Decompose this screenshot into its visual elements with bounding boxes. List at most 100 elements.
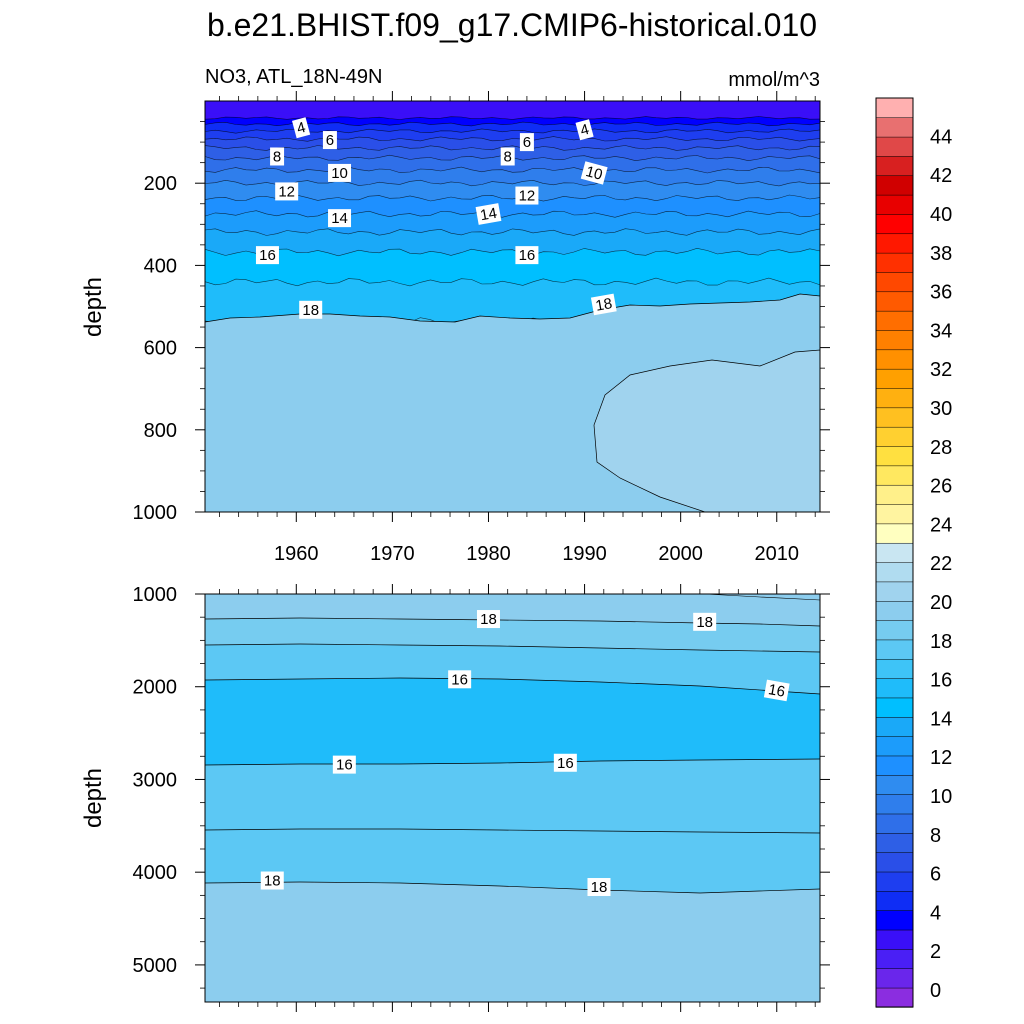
colorbar-swatch — [875, 735, 914, 757]
upper-panel: 1960 1970 1980 1990 2000 2010 200 400 600 800 1000… — [133, 91, 830, 565]
contour-label: 4 — [292, 117, 311, 139]
contour-label: 16 — [255, 246, 279, 265]
upper-contour-line — [204, 247, 821, 257]
colorbar-label: 2 — [930, 941, 941, 963]
contour-label: 14 — [475, 203, 502, 225]
contour-label-box — [475, 203, 502, 225]
colorbar-swatch — [875, 523, 914, 544]
colorbar-label: 0 — [930, 980, 941, 1002]
colorbar-swatch — [875, 968, 914, 989]
contour-label-text: 18 — [302, 302, 319, 319]
contour-label-box — [328, 209, 352, 228]
upper-contour-line — [204, 121, 821, 127]
colorbar-label: 30 — [930, 398, 952, 420]
contour-label-box — [476, 610, 500, 629]
lower-contour-line — [204, 677, 821, 695]
lower-contour-line — [204, 828, 821, 834]
contour-label: 12 — [515, 186, 539, 205]
units-label: mmol/m^3 — [728, 69, 820, 91]
upper-contour-line — [204, 116, 821, 120]
upper-contour-line — [204, 166, 821, 174]
colorbar-label: 42 — [930, 165, 952, 187]
colorbar-label: 34 — [930, 320, 952, 342]
x-tick-label: 1960 — [274, 543, 319, 565]
contour-label: 18 — [590, 293, 617, 316]
lower-fill-18b — [205, 882, 820, 1002]
contour-label-text: 6 — [326, 132, 334, 149]
contour-label-box — [255, 246, 279, 265]
contour-label: 18 — [693, 612, 717, 631]
contour-label-text: 16 — [336, 757, 353, 774]
y-tick-label: 1000 — [133, 502, 178, 524]
contour-label-text: 10 — [331, 165, 348, 182]
colorbar-swatch — [875, 852, 914, 873]
contour-label: 16 — [448, 670, 472, 689]
contour-label-box — [448, 670, 472, 689]
contour-label-box — [575, 119, 594, 141]
colorbar-swatch — [875, 97, 914, 118]
contour-label-box — [590, 293, 617, 316]
colorbar-swatch — [875, 213, 914, 235]
y-tick-label: 1000 — [133, 584, 178, 606]
colorbar-label: 4 — [930, 902, 941, 924]
colorbar-swatch — [875, 832, 914, 853]
colorbar-swatch — [875, 581, 914, 602]
y-tick-label: 5000 — [133, 955, 178, 977]
contour-label-text: 12 — [278, 183, 295, 200]
upper-ylabel: depth — [80, 277, 107, 337]
colorbar-swatch — [875, 136, 914, 157]
colorbar-label: 14 — [930, 708, 952, 730]
lower-contour-line — [204, 881, 821, 894]
colorbar-label: 38 — [930, 243, 952, 265]
x-tick-label: 1980 — [466, 543, 511, 565]
contour-label: 10 — [328, 163, 352, 182]
contour-label-text: 18 — [480, 611, 497, 628]
contour-label-box — [693, 612, 717, 631]
contour-label-box — [519, 133, 534, 152]
upper-contour-line — [204, 136, 821, 142]
colorbar-swatch — [875, 484, 914, 505]
colorbar-swatch — [875, 813, 914, 834]
upper-contour-line — [204, 194, 821, 202]
colorbar-label: 36 — [930, 282, 952, 304]
colorbar-label: 26 — [930, 476, 952, 498]
upper-contour-line — [204, 179, 821, 187]
colorbar-swatch — [875, 426, 914, 447]
colorbar-swatch — [875, 987, 914, 1008]
colorbar-swatch — [875, 697, 914, 718]
colorbar-swatch — [875, 600, 914, 621]
contour-label: 16 — [763, 679, 790, 702]
contour-label-box — [332, 755, 356, 774]
colorbar-label: 24 — [930, 514, 952, 536]
contour-label-text: 16 — [451, 671, 468, 688]
contour-label-text: 16 — [519, 247, 536, 264]
colorbar-swatch — [875, 503, 914, 525]
contour-label: 6 — [322, 131, 337, 150]
colorbar-swatch — [875, 716, 914, 737]
lower-plot-frame — [204, 593, 821, 1003]
upper-contour-line — [204, 277, 821, 287]
contour-label-text: 18 — [696, 614, 713, 631]
contour-label: 18 — [260, 871, 284, 890]
contour-label: 16 — [553, 753, 577, 772]
lower-contour-line — [204, 643, 821, 653]
colorbar-frame — [875, 97, 914, 1008]
colorbar-label: 18 — [930, 631, 952, 653]
contour-label-box — [322, 131, 337, 150]
colorbar-swatch — [875, 890, 914, 911]
contour-label: 8 — [270, 147, 285, 166]
colorbar-swatch — [875, 387, 914, 409]
colorbar-swatch — [875, 349, 914, 370]
contour-label-text: 8 — [273, 148, 281, 165]
colorbar-swatch — [875, 658, 914, 679]
contour-label-box — [328, 163, 352, 182]
contour-label: 18 — [299, 300, 323, 319]
colorbar-swatch — [875, 445, 914, 467]
contour-label-box — [500, 147, 515, 166]
contour-label-text: 18 — [264, 873, 281, 890]
contour-label-box — [515, 246, 539, 265]
colorbar-label: 16 — [930, 670, 952, 692]
colorbar-swatch — [875, 929, 914, 950]
colorbar-swatch — [875, 465, 914, 486]
colorbar-swatch — [875, 542, 914, 563]
